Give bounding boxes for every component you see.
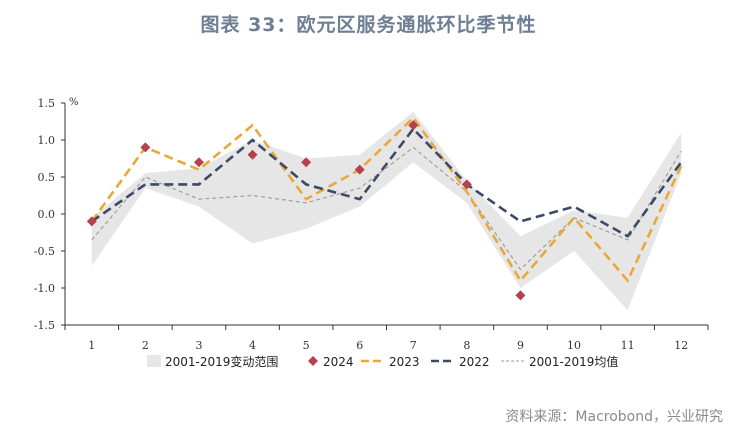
y-tick-label: -1.0 [34,282,55,295]
legend-label-2024: 2024 [323,355,354,369]
legend-swatch-range-band [147,355,161,367]
range-band [91,111,682,311]
y-tick-label: -0.5 [34,245,55,258]
series-line-2022 [91,126,683,238]
marker-2024 [247,149,258,160]
legend-label-2001-2019均值: 2001-2019均值 [529,354,618,369]
x-tick-label: 9 [517,339,524,352]
x-tick-label: 12 [674,339,688,352]
series-line-2001-2019均值 [91,146,682,271]
marker-2024 [193,157,204,168]
y-tick-label: 1.0 [38,134,56,147]
legend-label-range-band: 2001-2019变动范围 [165,354,278,369]
y-tick-label: 0.5 [38,171,56,184]
marker-2024 [408,120,419,131]
x-tick-label: 7 [410,339,417,352]
marker-2024 [86,216,97,227]
legend-swatch-2024 [308,356,318,366]
marker-2024 [354,164,365,175]
source-note: 资料来源：Macrobond，兴业研究 [505,409,723,425]
legend-label-2023: 2023 [389,355,420,369]
y-tick-label: 1.5 [38,97,56,110]
x-tick-label: 11 [621,339,635,352]
legend-label-2022: 2022 [459,355,490,369]
y-tick-label: 0.0 [38,208,56,221]
x-tick-label: 4 [249,339,256,352]
marker-2024 [140,142,151,153]
marker-2024 [301,157,312,168]
series-line-2023 [90,115,683,283]
x-tick-label: 3 [195,339,202,352]
x-tick-label: 2 [142,339,149,352]
x-tick-label: 8 [463,339,470,352]
x-tick-label: 1 [88,339,95,352]
x-tick-label: 5 [303,339,310,352]
marker-2024 [461,179,472,190]
y-tick-label: -1.5 [34,319,55,332]
chart-title: 图表 33：欧元区服务通胀环比季节性 [200,14,537,36]
y-unit-label: % [69,97,79,108]
x-tick-label: 10 [567,339,581,352]
x-tick-label: 6 [356,339,363,352]
marker-2024 [515,290,526,301]
